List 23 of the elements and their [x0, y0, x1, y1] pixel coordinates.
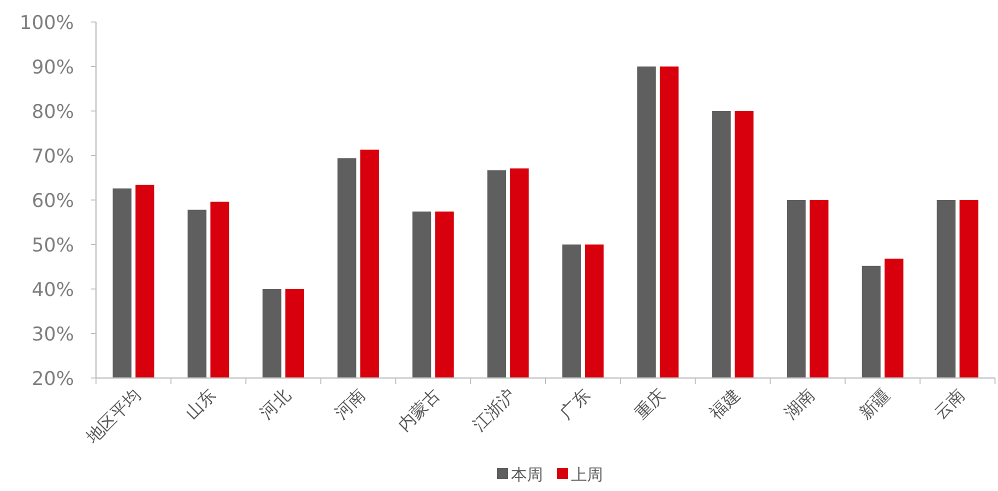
y-tick-label: 50%	[32, 234, 74, 256]
x-tick-label: 广东	[556, 385, 594, 424]
x-tick-label: 重庆	[631, 385, 670, 424]
legend-label: 本周	[511, 465, 543, 484]
x-tick-label: 江浙沪	[469, 385, 520, 436]
y-tick-label: 100%	[20, 12, 74, 34]
y-tick-label: 20%	[32, 368, 74, 390]
x-tick-label: 地区平均	[82, 385, 145, 448]
x-tick-label: 湖南	[781, 385, 820, 424]
y-tick-label: 70%	[32, 146, 74, 168]
legend-label: 上周	[571, 465, 603, 484]
x-tick-label: 山东	[182, 385, 220, 424]
y-tick-label: 60%	[32, 190, 74, 212]
y-tick-label: 90%	[32, 56, 74, 78]
x-tick-label: 福建	[706, 385, 744, 424]
x-tick-label: 新疆	[856, 385, 894, 424]
y-tick-label: 80%	[32, 101, 74, 123]
y-tick-label: 40%	[32, 279, 74, 301]
x-tick-label: 内蒙古	[394, 385, 445, 436]
y-tick-label: 30%	[32, 324, 74, 346]
x-tick-label: 河南	[332, 385, 370, 424]
x-tick-label: 河北	[256, 385, 295, 424]
x-tick-label: 云南	[930, 385, 970, 424]
